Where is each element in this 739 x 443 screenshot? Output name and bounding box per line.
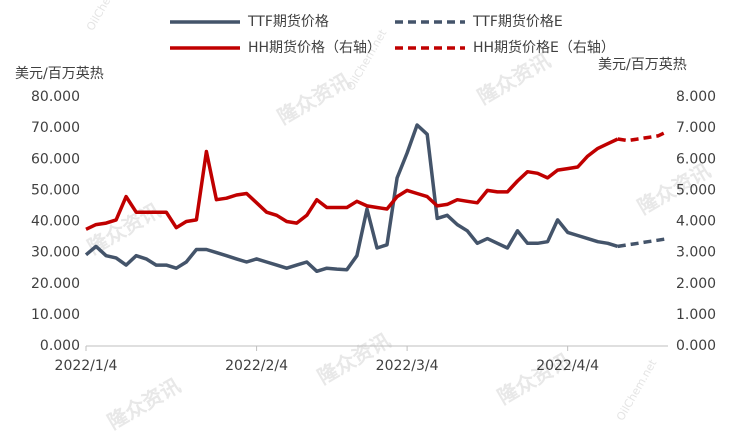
y2-tick-label: 7.000 (676, 120, 716, 136)
watermark: 隆众资讯 (473, 48, 554, 109)
legend-label: TTF期货价格E (472, 13, 563, 30)
watermark: 隆众资讯 (103, 373, 184, 434)
series-line (84, 123, 619, 274)
y2-tick-label: 3.000 (676, 245, 716, 261)
x-tick-label: 2022/1/4 (55, 358, 118, 374)
y-tick-label: 30.000 (31, 245, 80, 261)
y2-tick-label: 0.000 (676, 338, 716, 354)
y-tick-label: 0.000 (40, 338, 80, 354)
series-line (617, 236, 669, 249)
y-tick-label: 80.000 (31, 89, 80, 105)
series-line (85, 137, 619, 231)
y2-tick-label: 2.000 (676, 276, 716, 292)
y-tick-label: 40.000 (31, 214, 80, 230)
watermark: 隆众资讯 (83, 198, 164, 259)
y2-tick-label: 1.000 (676, 307, 716, 323)
x-tick-label: 2022/4/4 (536, 358, 599, 374)
y-tick-label: 50.000 (31, 182, 80, 198)
legend-label: HH期货价格E（右轴） (473, 39, 615, 56)
watermark: OilChem.net (344, 27, 390, 93)
x-tick-label: 2022/3/4 (376, 358, 439, 374)
series-line (617, 129, 669, 143)
legend-label: TTF期货价格 (247, 13, 329, 30)
legend-label: HH期货价格（右轴） (248, 39, 381, 56)
y-tick-label: 20.000 (31, 276, 80, 292)
watermark: OilChem.net (614, 357, 660, 423)
y-tick-label: 60.000 (31, 151, 80, 167)
y-axis-label: 美元/百万英热 (15, 65, 104, 82)
x-tick-label: 2022/2/4 (225, 358, 288, 374)
y2-axis-label: 美元/百万英热 (598, 56, 687, 73)
y-tick-label: 10.000 (31, 307, 80, 323)
watermark: 隆众资讯 (273, 68, 354, 129)
y-tick-label: 70.000 (31, 120, 80, 136)
y2-tick-label: 8.000 (676, 89, 716, 105)
y2-tick-label: 6.000 (676, 151, 716, 167)
y2-tick-label: 4.000 (676, 214, 716, 230)
watermark: OilChem.net (84, 0, 130, 33)
y2-tick-label: 5.000 (676, 182, 716, 198)
